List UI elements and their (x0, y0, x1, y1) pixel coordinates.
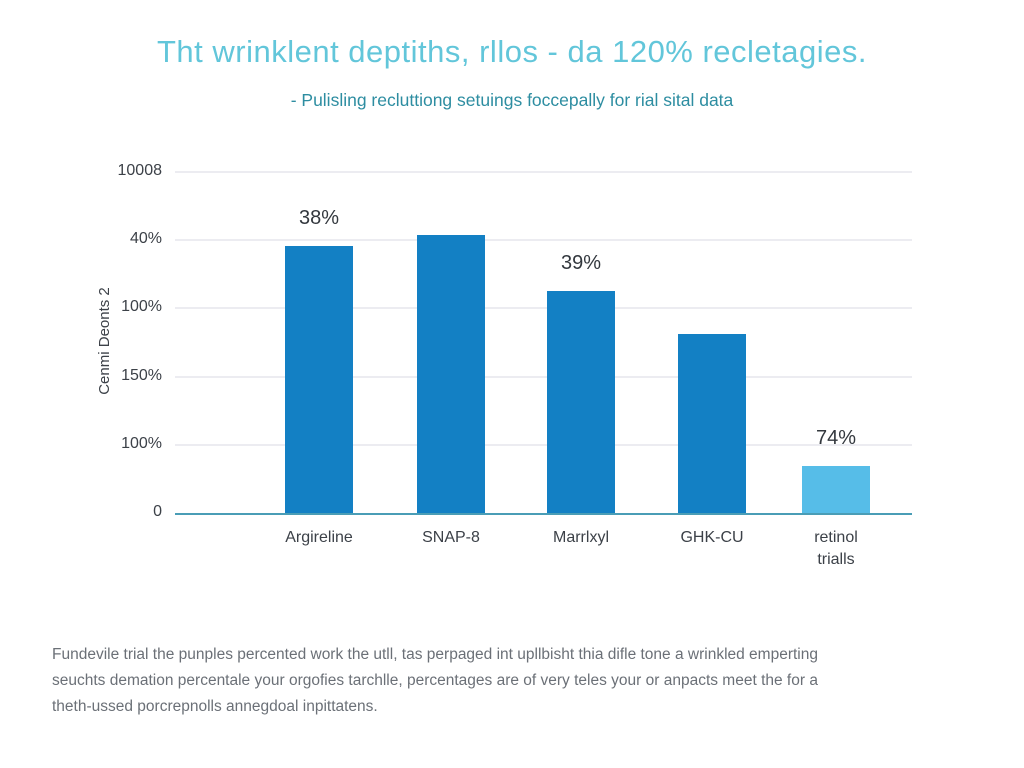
bar-data-label: 74% (815, 427, 857, 449)
footer-note: Fundevile trial the punples percented wo… (52, 642, 957, 720)
x-tick-label: Marrlxyl (553, 529, 609, 546)
gridline (175, 239, 912, 242)
bar-retinol (802, 466, 870, 513)
gridline (175, 307, 912, 310)
y-tick-label: 100% (121, 298, 162, 316)
y-tick-label: 40% (129, 230, 162, 248)
chart-subtitle: - Pulisling recluttiong setuings foccepa… (290, 90, 734, 110)
plot-area: 38% 39% 74% (175, 171, 912, 515)
x-tick-label: retinol trialls (814, 529, 858, 568)
footer-line: seuchts demation percentale your orgofie… (52, 672, 818, 689)
bar-data-label: 38% (298, 207, 340, 229)
y-tick-label: 150% (121, 366, 162, 384)
y-tick-label: 10008 (117, 162, 163, 179)
bar-ghk-cu (678, 334, 746, 513)
bar-marrlxyl (547, 291, 615, 513)
x-tick-label: GHK-CU (680, 529, 744, 546)
gridline (175, 443, 912, 446)
bar-data-label: 39% (560, 252, 602, 274)
bar-snap-8 (417, 235, 485, 513)
x-tick-label: SNAP-8 (422, 529, 480, 546)
y-axis-title: Cenmi Deonts 2 (96, 287, 113, 395)
x-tick-label: Argireline (285, 529, 353, 546)
gridline (175, 171, 912, 173)
footer-line: Fundevile trial the punples percented wo… (52, 646, 818, 663)
gridline (175, 375, 912, 378)
y-tick-label: 100% (121, 434, 162, 452)
footer-line: theth-ussed porcrepnolls annegdoal inpit… (52, 698, 378, 715)
chart-title: Tht wrinklent deptiths, rllos - da 120% … (156, 34, 868, 69)
y-tick-label: 0 (153, 503, 162, 520)
bar-argireline (285, 246, 353, 513)
